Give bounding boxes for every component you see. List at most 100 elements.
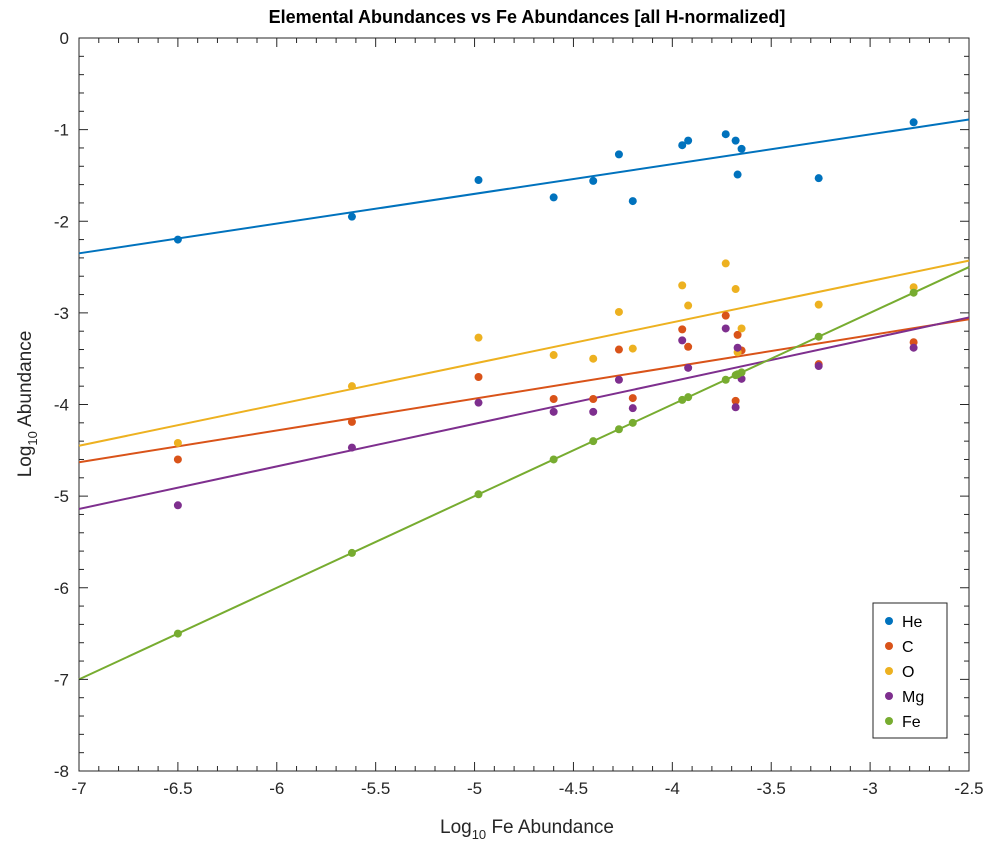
data-point-mg [731, 403, 740, 412]
legend-marker-he [885, 617, 893, 625]
data-point-fe [347, 548, 356, 557]
x-axis-label-subscript: 10 [472, 827, 486, 842]
x-tick-label: -4.5 [559, 779, 588, 798]
data-point-he [678, 141, 687, 150]
y-tick-label: -8 [54, 762, 69, 781]
data-point-mg [678, 336, 687, 345]
data-point-fe [684, 393, 693, 402]
legend-marker-fe [885, 717, 893, 725]
y-tick-label: 0 [60, 29, 69, 48]
legend-label-fe: Fe [902, 714, 921, 731]
x-tick-label: -6 [269, 779, 284, 798]
data-point-o [474, 333, 483, 342]
x-tick-label: -6.5 [163, 779, 192, 798]
data-point-o [731, 285, 740, 294]
legend-label-c: C [902, 639, 914, 656]
data-point-o [721, 259, 730, 268]
y-axis-label-prefix: Log [15, 446, 36, 478]
data-point-fe [678, 395, 687, 404]
data-point-he [737, 144, 746, 153]
y-axis-label-suffix: Abundance [15, 331, 36, 431]
data-point-mg [173, 501, 182, 510]
data-point-o [628, 344, 637, 353]
fit-line-mg [78, 316, 970, 510]
x-axis: -7 -6.5 -6 -5.5 -5 -4.5 -4 -3.5 -3 -2.5 [71, 38, 984, 798]
fit-line-he [78, 118, 970, 255]
x-axis-label-suffix: Fe Abundance [486, 817, 614, 838]
legend-label-mg: Mg [902, 689, 924, 706]
legend-marker-c [885, 642, 893, 650]
data-point-mg [549, 407, 558, 416]
data-point-he [549, 193, 558, 202]
legend-marker-mg [885, 692, 893, 700]
data-point-o [347, 382, 356, 391]
data-point-he [614, 150, 623, 159]
legend: He CO Mg Fe [872, 602, 948, 739]
legend-label-he: He [902, 614, 923, 631]
data-point-c [733, 330, 742, 339]
data-point-mg [347, 443, 356, 452]
data-point-mg [909, 343, 918, 352]
axes-box [78, 37, 970, 772]
data-point-c [614, 345, 623, 354]
data-point-c [678, 325, 687, 334]
x-tick-label: -4 [665, 779, 680, 798]
x-tick-label: -7 [71, 779, 86, 798]
y-tick-label: -7 [54, 670, 69, 689]
y-tick-label: -1 [54, 121, 69, 140]
data-point-fe [737, 368, 746, 377]
data-point-c [549, 395, 558, 404]
data-point-he [721, 130, 730, 139]
data-point-he [733, 170, 742, 179]
data-point-fe [814, 332, 823, 341]
fit-line-o [78, 259, 970, 447]
data-point-he [684, 136, 693, 145]
x-axis-label-prefix: Log [440, 817, 472, 838]
data-point-o [589, 354, 598, 363]
data-point-fe [589, 437, 598, 446]
data-point-c [474, 373, 483, 382]
y-axis: 0 -1 -2 -3 -4 -5 -6 -7 -8 [54, 29, 969, 781]
y-tick-label: -3 [54, 304, 69, 323]
data-point-he [909, 118, 918, 127]
data-point-fe [549, 455, 558, 464]
data-point-mg [589, 407, 598, 416]
plot-area [78, 37, 970, 772]
data-point-fe [909, 288, 918, 297]
x-tick-label: -5.5 [361, 779, 390, 798]
data-point-fe [628, 418, 637, 427]
data-point-he [347, 212, 356, 221]
data-point-o [684, 301, 693, 310]
data-point-mg [474, 398, 483, 407]
data-point-o [814, 300, 823, 309]
data-point-he [589, 176, 598, 185]
data-point-mg [721, 324, 730, 333]
y-axis-label: Log10 Abundance [15, 331, 40, 478]
data-point-mg [614, 375, 623, 384]
data-point-mg [684, 363, 693, 372]
data-point-c [909, 338, 918, 347]
fit-line-c [78, 318, 970, 464]
data-point-fe [614, 425, 623, 434]
data-point-c [731, 396, 740, 405]
y-tick-label: -2 [54, 212, 69, 231]
chart-title: Elemental Abundances vs Fe Abundances [a… [269, 7, 786, 27]
y-tick-label: -5 [54, 487, 69, 506]
data-point-o [678, 281, 687, 290]
data-point-c [173, 455, 182, 464]
y-tick-label: -4 [54, 396, 69, 415]
data-point-fe [173, 629, 182, 638]
x-axis-label: Log10 Fe Abundance [440, 817, 614, 842]
data-point-fe [721, 375, 730, 384]
data-point-o [909, 283, 918, 292]
data-point-mg [733, 343, 742, 352]
x-tick-label: -3.5 [757, 779, 786, 798]
data-point-he [173, 235, 182, 244]
data-point-he [814, 174, 823, 183]
data-point-c [721, 311, 730, 320]
x-tick-label: -3 [863, 779, 878, 798]
data-points [173, 118, 918, 638]
data-point-mg [814, 362, 823, 371]
y-tick-label: -6 [54, 579, 69, 598]
